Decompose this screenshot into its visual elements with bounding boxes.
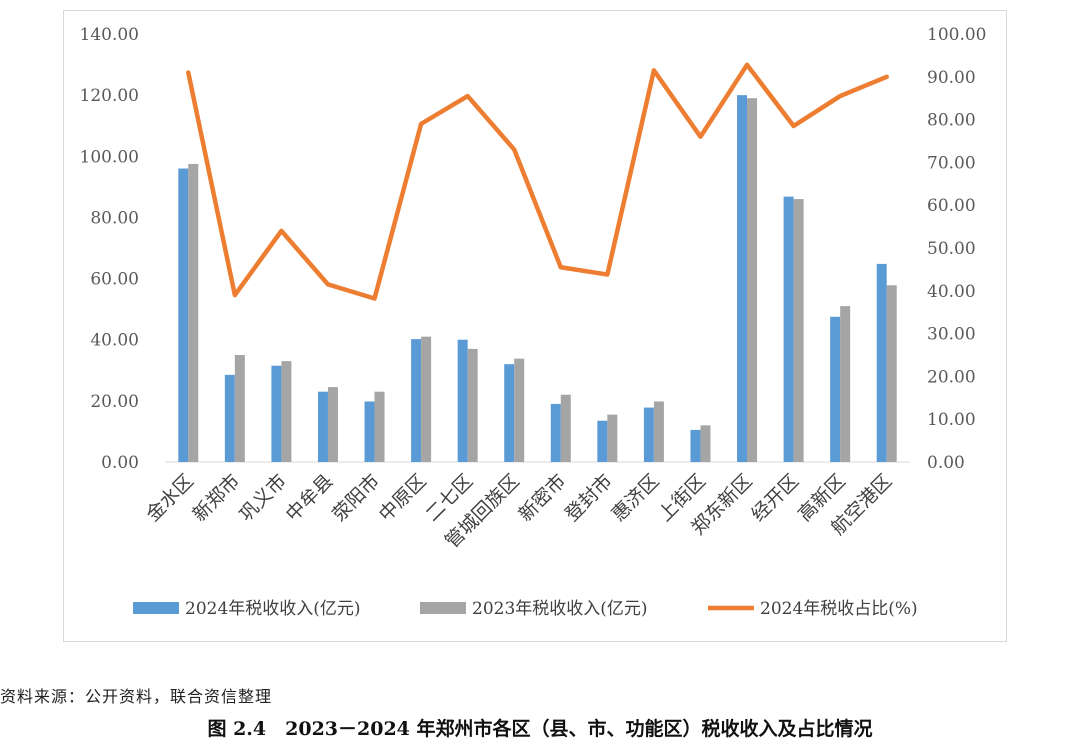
y-left-tick-label: 40.00 [90, 331, 139, 351]
bar-2023 [234, 355, 245, 462]
x-category-label: 惠济区 [608, 470, 664, 526]
bar-2023 [747, 98, 758, 462]
legend-swatch [420, 602, 466, 614]
bar-2023 [653, 401, 664, 462]
bar-2024 [364, 401, 375, 462]
chart: 0.00 20.00 40.00 60.00 80.00 100.00 120.00 140.… [80, 25, 987, 619]
line-series-share [186, 62, 889, 301]
bar-2024 [271, 365, 282, 462]
x-category-label: 巩义市 [235, 470, 291, 526]
y-right-tick-label: 80.00 [927, 111, 976, 131]
y-left-tick-label: 0.00 [101, 453, 139, 473]
bar-2024 [737, 95, 748, 463]
y-right-tick-label: 60.00 [927, 196, 976, 216]
source-note: 资料来源：公开资料，联合资信整理 [0, 687, 273, 706]
legend-label: 2024年税收收入(亿元) [185, 599, 361, 619]
y-right-tick-label: 100.00 [927, 25, 986, 45]
bar-2024 [224, 374, 235, 462]
y-right-tick-label: 30.00 [927, 325, 976, 345]
bar-2023 [607, 414, 618, 462]
bar-2023 [514, 358, 525, 462]
y-right-tick-label: 90.00 [927, 68, 976, 88]
chart-frame [63, 10, 1007, 642]
bar-2024 [178, 168, 189, 462]
legend-label: 2023年税收收入(亿元) [472, 599, 648, 619]
figure-caption: 图 2.4 2023－2024 年郑州市各区（县、市、功能区）税收收入及占比情况 [207, 718, 873, 740]
bar-2024 [411, 339, 422, 462]
bar-2024 [550, 403, 561, 462]
bar-2023 [886, 285, 897, 462]
x-category-label: 荥阳市 [328, 470, 384, 526]
x-category-label: 金水区 [142, 470, 198, 526]
bar-2023 [281, 361, 292, 462]
bar-2023 [467, 348, 478, 462]
y-right-tick-label: 70.00 [927, 153, 976, 173]
x-category-label: 中原区 [375, 470, 431, 526]
y-left-tick-label: 80.00 [90, 208, 139, 228]
x-category-label: 新密市 [514, 470, 570, 526]
bar-2023 [700, 425, 711, 462]
bar-2024 [504, 364, 515, 462]
y-left-tick-label: 100.00 [80, 147, 139, 167]
bar-2023 [840, 306, 851, 462]
bar-2023 [793, 199, 804, 463]
bar-2023 [421, 336, 432, 462]
y-left-tick-label: 60.00 [90, 270, 139, 290]
y-right-tick-label: 20.00 [927, 367, 976, 387]
y-right-tick-label: 0.00 [927, 453, 965, 473]
bar-2024 [317, 391, 328, 462]
legend-label: 2024年税收占比(%) [760, 599, 918, 619]
legend-swatch [133, 602, 179, 614]
x-category-label: 经开区 [747, 470, 803, 526]
bar-2024 [597, 420, 608, 462]
bar-2024 [783, 196, 794, 462]
bar-2024 [457, 339, 468, 462]
bar-2023 [188, 163, 199, 462]
x-category-label: 新郑市 [189, 470, 245, 526]
y-right-tick-label: 10.00 [927, 410, 976, 430]
bar-2024 [690, 429, 701, 462]
x-category-label: 登封市 [561, 470, 617, 526]
bar-2024 [830, 316, 841, 462]
y-left-tick-label: 20.00 [90, 392, 139, 412]
bar-2023 [560, 394, 571, 462]
bar-2024 [643, 407, 654, 462]
y-right-tick-label: 50.00 [927, 239, 976, 259]
y-left-tick-label: 140.00 [80, 25, 139, 45]
x-category-label: 中牟县 [282, 470, 338, 526]
y-right-tick-label: 40.00 [927, 282, 976, 302]
bar-2023 [374, 391, 385, 462]
bar-2023 [327, 387, 338, 462]
bar-2024 [876, 263, 887, 462]
y-left-tick-label: 120.00 [80, 86, 139, 106]
